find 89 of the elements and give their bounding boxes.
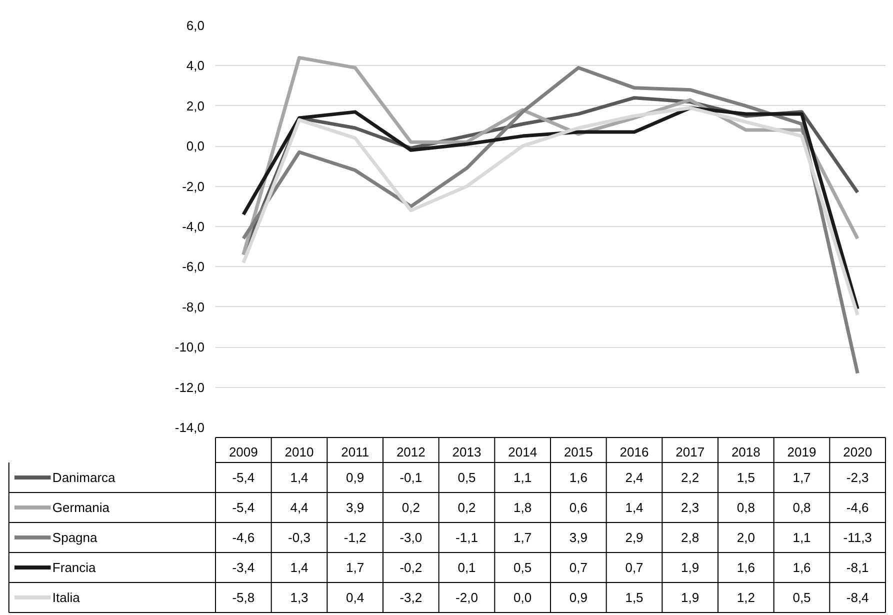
data-label: -5,8	[232, 590, 255, 605]
data-label: 1,1	[514, 470, 532, 485]
data-label: 4,4	[290, 500, 308, 515]
data-label: -2,0	[456, 590, 478, 605]
x-tick-label: 2014	[508, 444, 538, 460]
legend-label: Danimarca	[52, 470, 116, 485]
y-tick-label: -8,0	[182, 299, 205, 314]
data-label: -1,2	[344, 530, 366, 545]
data-label: 1,6	[792, 560, 811, 575]
line-series	[242, 66, 860, 375]
data-label: -2,3	[846, 470, 869, 485]
data-label: 1,7	[514, 530, 532, 545]
x-tick-label: 2013	[452, 444, 482, 460]
data-label: 0,9	[569, 590, 588, 605]
legend-label: Italia	[52, 590, 81, 605]
data-label: -1,1	[456, 530, 478, 545]
data-label: 0,1	[458, 560, 476, 575]
y-tick-label: -4,0	[182, 219, 205, 234]
data-label: -3,4	[232, 560, 255, 575]
data-label: 0,5	[792, 590, 811, 605]
data-label: 0,4	[346, 590, 364, 605]
y-tick-label: -2,0	[182, 178, 205, 194]
data-label: 1,4	[290, 560, 308, 575]
y-tick-label: 2,0	[186, 98, 205, 114]
data-label: -3,0	[400, 530, 422, 545]
data-label: 0,7	[625, 560, 644, 575]
x-tick-label: 2009	[228, 444, 258, 460]
data-label: 1,5	[736, 470, 755, 485]
x-tick-label: 2020	[843, 444, 872, 460]
data-label: 0,0	[514, 590, 532, 605]
y-tick-label: 4,0	[186, 58, 205, 74]
x-tick-label: 2010	[284, 444, 314, 460]
data-label: -11,3	[843, 530, 872, 545]
data-label: 2,2	[681, 470, 700, 485]
data-label: 0,2	[402, 500, 420, 515]
data-label: 3,9	[346, 500, 364, 515]
data-label: 1,9	[681, 590, 700, 605]
y-tick-label: -14,0	[174, 420, 205, 435]
data-label: 1,2	[736, 590, 755, 605]
data-label: 1,7	[792, 470, 811, 485]
data-label: 1,7	[346, 560, 364, 575]
y-tick-label: 0,0	[186, 138, 205, 154]
x-tick-label: 2016	[620, 444, 649, 460]
data-label: 1,4	[290, 470, 308, 485]
x-tick-label: 2018	[731, 444, 760, 460]
data-label: 0,6	[569, 500, 588, 515]
y-tick-label: -6,0	[182, 259, 205, 274]
y-tick-label: -12,0	[174, 380, 205, 395]
legend-label: Germania	[52, 500, 110, 515]
x-tick-label: 2019	[787, 444, 816, 460]
data-label: 2,8	[681, 530, 700, 545]
x-tick-label: 2015	[564, 444, 593, 460]
data-label: -8,4	[846, 590, 869, 605]
data-label: -0,3	[288, 530, 310, 545]
data-label: 2,4	[625, 470, 644, 485]
data-label: 0,8	[736, 500, 755, 515]
data-label: 1,4	[625, 500, 644, 515]
data-label: 2,9	[625, 530, 644, 545]
y-tick-label: -10,0	[174, 340, 205, 355]
data-label: -5,4	[232, 470, 255, 485]
data-label: 1,6	[736, 560, 755, 575]
data-label: 0,9	[346, 470, 364, 485]
data-label: 0,5	[458, 470, 476, 485]
data-label: 0,8	[792, 500, 811, 515]
data-label: -0,2	[400, 560, 422, 575]
x-tick-label: 2011	[341, 444, 370, 460]
legend-label: Francia	[52, 560, 97, 575]
legend-label: Spagna	[52, 530, 98, 545]
data-label: -8,1	[846, 560, 869, 575]
data-label: 1,6	[569, 470, 588, 485]
data-label: 0,2	[458, 500, 476, 515]
data-label: 1,8	[514, 500, 532, 515]
data-label: -5,4	[232, 500, 255, 515]
data-label: 1,9	[681, 560, 700, 575]
data-label: 0,7	[569, 560, 588, 575]
data-label: 2,0	[736, 530, 755, 545]
data-label: 0,5	[514, 560, 532, 575]
data-label: 1,3	[290, 590, 308, 605]
data-label: 3,9	[569, 530, 588, 545]
data-label: 1,1	[792, 530, 811, 545]
x-tick-label: 2012	[396, 444, 426, 460]
data-label: -4,6	[846, 500, 869, 515]
x-tick-label: 2017	[676, 444, 705, 460]
data-label: -4,6	[232, 530, 255, 545]
data-label: -3,2	[400, 590, 422, 605]
data-label: 2,3	[681, 500, 700, 515]
y-tick-label: 6,0	[186, 18, 205, 33]
data-label: 1,5	[625, 590, 644, 605]
data-label: -0,1	[400, 470, 422, 485]
